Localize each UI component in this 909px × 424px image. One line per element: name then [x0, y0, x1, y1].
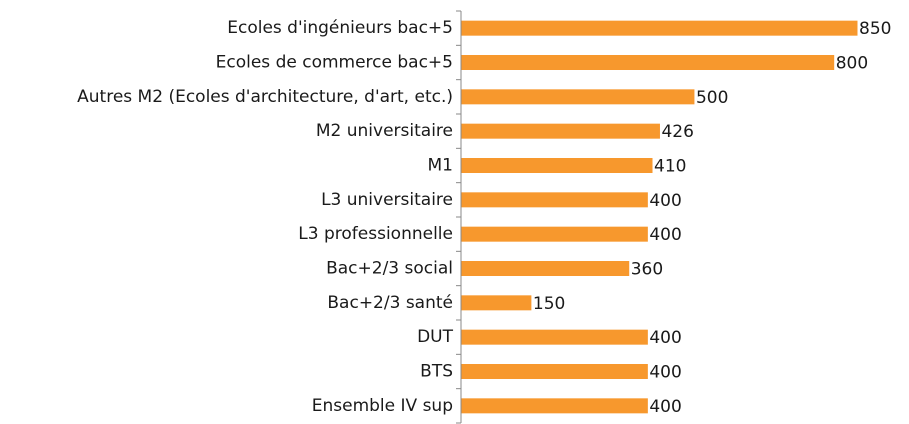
value-label: 400	[649, 397, 681, 417]
value-label: 850	[859, 19, 891, 39]
category-label: Ensemble IV sup	[312, 396, 453, 416]
bar	[461, 20, 858, 36]
value-label: 500	[696, 88, 728, 108]
bar	[461, 329, 648, 345]
bar	[461, 398, 648, 414]
bar	[461, 55, 835, 70]
category-label: M1	[428, 156, 453, 176]
value-label: 800	[836, 54, 868, 74]
value-label: 360	[631, 260, 663, 280]
value-label: 400	[649, 225, 681, 245]
category-label: M2 universitaire	[316, 121, 453, 141]
category-label: Bac+2/3 santé	[327, 293, 453, 313]
bar	[461, 226, 648, 242]
category-label: DUT	[417, 327, 454, 347]
bar	[461, 192, 648, 208]
value-label: 426	[661, 122, 693, 142]
bar	[461, 123, 660, 139]
bar	[461, 158, 653, 173]
category-label: Autres M2 (Ecoles d'architecture, d'art,…	[77, 87, 453, 107]
bar	[461, 261, 630, 276]
category-label: Ecoles d'ingénieurs bac+5	[227, 18, 453, 38]
category-label: L3 professionnelle	[298, 224, 453, 244]
value-label: 150	[533, 294, 565, 314]
category-label: Ecoles de commerce bac+5	[216, 53, 453, 73]
bar	[461, 295, 532, 311]
value-label: 400	[649, 191, 681, 211]
category-label: L3 universitaire	[321, 190, 453, 210]
value-label: 400	[649, 363, 681, 383]
category-label: Bac+2/3 social	[326, 259, 453, 279]
value-label: 410	[654, 157, 686, 177]
category-label: BTS	[420, 362, 453, 382]
bar	[461, 364, 648, 379]
value-label: 400	[649, 328, 681, 348]
bar	[461, 89, 695, 105]
